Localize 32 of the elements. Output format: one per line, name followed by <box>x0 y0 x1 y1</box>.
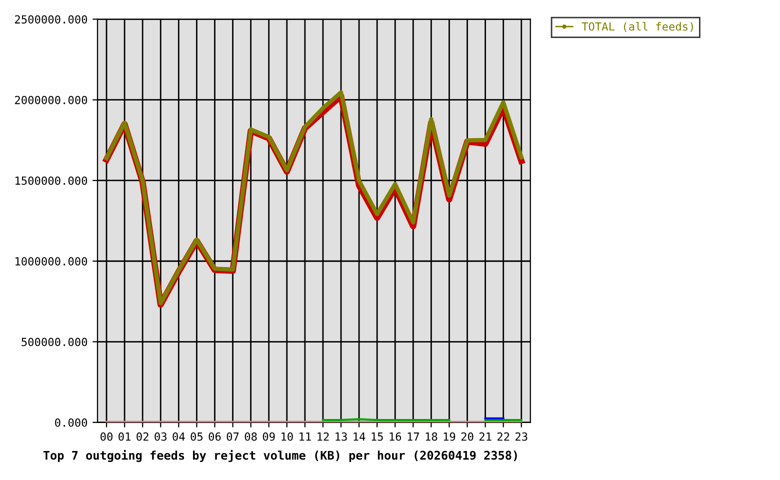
x-tick-label: 01 <box>118 432 130 441</box>
y-tick-label: 500000.000 <box>22 338 88 346</box>
text: Top 7 outgoing feeds by reject volume (KB) per hour (20260419 2358) <box>43 450 517 462</box>
x-tick-label: 05 <box>190 432 203 441</box>
y-tick-label: 0.000 <box>55 418 88 427</box>
x-tick-label: 10 <box>282 432 293 441</box>
x-tick-label: 14 <box>354 432 366 441</box>
x-tick-label: 02 <box>136 432 148 441</box>
x-tick-label: 15 <box>372 432 383 441</box>
x-tick-label: 16 <box>390 432 402 441</box>
y-tick-label: 1500000.000 <box>16 176 88 185</box>
x-tick-label: 20 <box>461 432 474 441</box>
x-tick-label: 18 <box>426 432 438 441</box>
x-tick-label: 00 <box>100 432 112 441</box>
x-tick-label: 12 <box>318 432 329 441</box>
x-tick-label: 22 <box>497 432 510 441</box>
y-tick-label: 1000000.000 <box>16 257 88 266</box>
y-tick-label: 2500000.000 <box>15 15 88 24</box>
x-tick-label: 08 <box>244 432 257 441</box>
x-tick-label: 04 <box>172 432 185 441</box>
legend-label: TOTAL (all feeds) <box>582 22 693 32</box>
x-tick-label: 03 <box>154 432 166 441</box>
x-tick-label: 07 <box>226 432 239 441</box>
x-tick-label: 19 <box>444 432 456 441</box>
x-tick-label: 13 <box>336 432 347 441</box>
x-tick-label: 06 <box>208 432 221 441</box>
x-tick-label: 09 <box>262 432 275 441</box>
x-tick-label: 21 <box>479 432 492 441</box>
x-tick-label: 23 <box>516 432 528 441</box>
x-tick-label: 11 <box>300 432 311 441</box>
x-tick-label: 17 <box>408 432 420 441</box>
y-tick-label: 2000000.000 <box>15 96 88 104</box>
